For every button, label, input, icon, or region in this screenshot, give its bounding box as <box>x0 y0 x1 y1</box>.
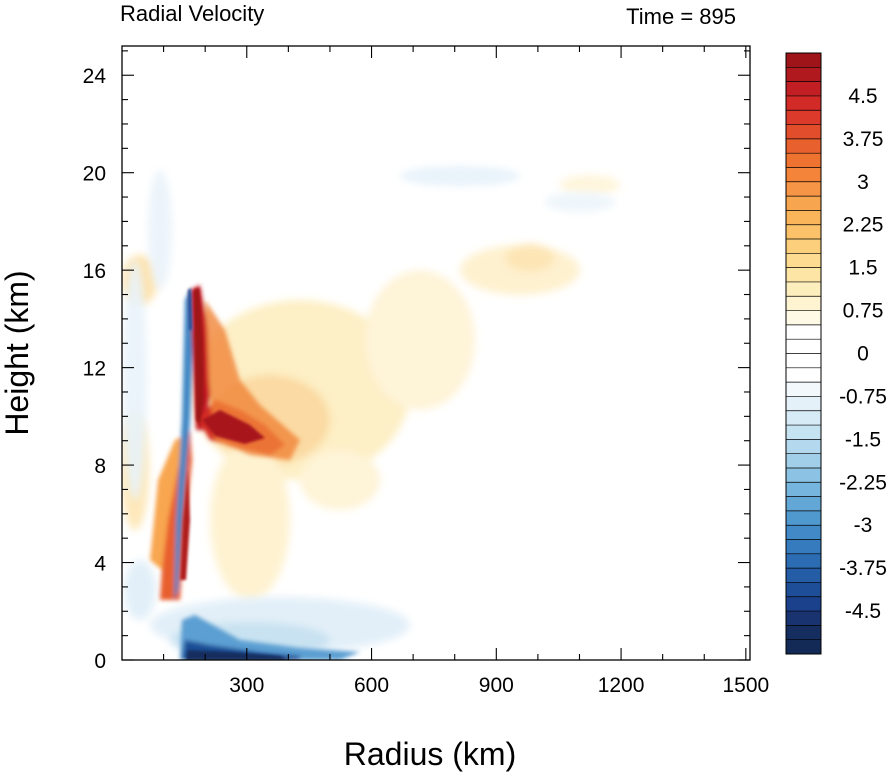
y-tick-label: 4 <box>94 553 106 576</box>
plot-frame <box>121 45 751 661</box>
y-tick-label: 16 <box>83 260 106 283</box>
colorbar-cell <box>786 596 821 612</box>
colorbar-cell <box>786 95 821 111</box>
colorbar-cell <box>786 367 821 383</box>
colorbar-cell <box>786 410 821 426</box>
colorbar-cell <box>786 582 821 598</box>
eye-cool-core <box>188 288 192 330</box>
colorbar-cell <box>786 382 821 397</box>
colorbar-cell <box>786 353 821 369</box>
outflow-jet-core-h <box>202 410 265 444</box>
colorbar-cell <box>786 482 821 497</box>
colorbar-cell <box>786 124 821 140</box>
inflow-deep-core <box>186 650 290 660</box>
x-tick-label: 300 <box>229 674 264 697</box>
outflow-diffuse-3 <box>365 270 475 410</box>
eyewall-low-core <box>180 470 190 580</box>
y-tick-label: 8 <box>94 455 106 478</box>
colorbar-cell <box>786 253 821 268</box>
colorbar-cell <box>786 196 821 211</box>
colorbar-cell <box>786 453 821 469</box>
y-tick-label: 12 <box>83 358 106 381</box>
colorbar-label: 0 <box>857 343 869 366</box>
colorbar-cell <box>786 210 821 226</box>
y-tick-label: 24 <box>83 65 107 88</box>
colorbar-cell <box>786 496 821 512</box>
colorbar-cell <box>786 281 821 297</box>
colorbar-cell <box>786 53 821 68</box>
colorbar-cell <box>786 296 821 311</box>
y-axis-tick-labels: 0 4 8 12 16 20 24 <box>83 65 107 673</box>
outflow-diffuse-9 <box>560 175 620 195</box>
colorbar-label: 3 <box>857 171 869 194</box>
y-axis-label: Height (km) <box>0 270 35 435</box>
y-tick-label: 20 <box>83 163 106 186</box>
x-tick-label: 600 <box>354 674 389 697</box>
inflow-left-2 <box>148 170 172 290</box>
colorbar-cell <box>786 396 821 412</box>
colorbar-cell <box>786 568 821 583</box>
inflow-upper-1 <box>400 166 520 186</box>
colorbar-label: 1.5 <box>848 257 877 280</box>
colorbar-label: -4.5 <box>845 600 881 623</box>
x-tick-label: 900 <box>479 674 514 697</box>
colorbar-cell <box>786 611 821 626</box>
colorbar-label: -3 <box>854 514 873 537</box>
colorbar-cell <box>786 138 821 154</box>
chart-title: Radial Velocity <box>120 1 264 26</box>
colorbar-cell <box>786 439 821 454</box>
heatmap-field <box>122 46 750 660</box>
colorbar-cell <box>786 239 821 254</box>
x-axis-ticks <box>163 46 747 660</box>
eyewall-warm-band-outer <box>150 435 185 570</box>
y-axis-ticks <box>122 50 750 661</box>
x-tick-label: 1500 <box>722 674 769 697</box>
colorbar-cell <box>786 339 821 354</box>
outflow-diffuse-5 <box>505 244 555 272</box>
colorbar-frame <box>785 52 822 655</box>
colorbar-cell <box>786 224 821 240</box>
x-tick-label: 1200 <box>598 674 645 697</box>
colorbar-label: -1.5 <box>845 428 881 451</box>
colorbar-cell <box>786 110 821 125</box>
x-axis-label: Radius (km) <box>344 736 516 772</box>
colorbar-cell <box>786 310 821 326</box>
outflow-diffuse-10 <box>300 450 380 510</box>
colorbar-cell <box>786 467 821 483</box>
colorbar-label: -0.75 <box>839 385 887 408</box>
colorbar-cell <box>786 539 821 555</box>
outflow-diffuse-6 <box>210 440 290 600</box>
colorbar-cell <box>786 510 821 526</box>
x-axis-tick-labels: 300 600 900 1200 1500 <box>229 674 769 697</box>
colorbar-labels: 4.5 3.75 3 2.25 1.5 0.75 0 -0.75 -1.5 -2.25 -3 -3.7… <box>839 85 887 623</box>
colorbar <box>785 52 822 655</box>
eye-cool-band <box>174 290 193 600</box>
colorbar-cell <box>786 625 821 640</box>
colorbar-cell <box>786 324 821 340</box>
colorbar-cell <box>786 153 821 168</box>
colorbar-cell <box>786 525 821 540</box>
y-tick-label: 0 <box>94 650 106 673</box>
colorbar-label: 3.75 <box>843 128 884 151</box>
colorbar-label: 0.75 <box>843 300 884 323</box>
outflow-jet-core <box>194 288 204 425</box>
colorbar-cell <box>786 167 821 183</box>
colorbar-label: -3.75 <box>839 557 887 580</box>
inflow-upper-2 <box>545 192 615 212</box>
colorbar-cell <box>786 67 821 82</box>
time-label: Time = 895 <box>626 4 736 29</box>
colorbar-label: 2.25 <box>843 214 884 237</box>
inflow-left-3 <box>124 560 156 620</box>
colorbar-label: 4.5 <box>848 85 877 108</box>
colorbar-cell <box>786 425 821 440</box>
colorbar-cell <box>786 553 821 569</box>
colorbar-label: -2.25 <box>839 471 887 494</box>
colorbar-cell <box>786 267 821 283</box>
colorbar-cell <box>786 81 821 97</box>
inflow-left-1 <box>123 260 147 500</box>
colorbar-cell <box>786 181 821 197</box>
colorbar-cell <box>786 639 821 655</box>
